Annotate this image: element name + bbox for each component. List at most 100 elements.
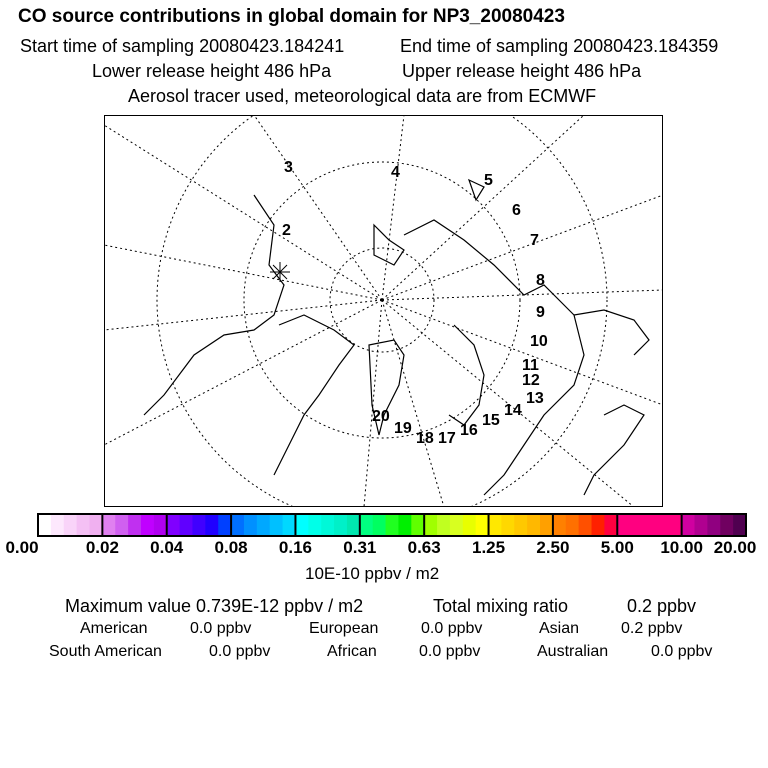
region-african-value: 0.0 ppbv	[419, 643, 481, 660]
colorbar-swatch	[733, 514, 747, 536]
trajectory-label: 15	[482, 412, 500, 429]
colorbar-swatch	[707, 514, 721, 536]
trajectory-label: 19	[394, 420, 412, 437]
colorbar-swatch	[643, 514, 657, 536]
colorbar-tick-label: 0.08	[214, 538, 248, 557]
colorbar-swatch	[604, 514, 618, 536]
region-european: European	[309, 620, 379, 637]
region-asian-value: 0.2 ppbv	[621, 620, 683, 637]
trajectory-label: 13	[526, 390, 544, 407]
colorbar-swatch	[411, 514, 425, 536]
trajectory-label: 17	[438, 430, 456, 447]
colorbar-swatch	[694, 514, 708, 536]
colorbar-swatch	[501, 514, 515, 536]
colorbar-swatch	[256, 514, 271, 536]
colorbar-swatch	[681, 514, 696, 536]
trajectory-label: 3	[284, 159, 293, 176]
colorbar-swatch	[243, 514, 258, 536]
trajectory-label: 8	[536, 272, 545, 289]
colorbar-swatch	[205, 514, 219, 536]
trajectory-label: 16	[460, 422, 478, 439]
start-time: Start time of sampling 20080423.184241	[20, 36, 345, 56]
region-african: African	[327, 643, 377, 660]
colorbar-swatch	[346, 514, 361, 536]
colorbar-tick-label: 0.04	[150, 538, 184, 557]
colorbar-swatch	[102, 514, 116, 536]
colorbar-swatch	[475, 514, 490, 536]
colorbar-swatch	[38, 514, 52, 536]
colorbar-swatch	[76, 514, 90, 536]
colorbar-swatch	[179, 514, 193, 536]
trajectory-label: 11	[522, 357, 539, 374]
colorbar-swatch	[385, 514, 399, 536]
end-time: End time of sampling 20080423.184359	[400, 36, 719, 56]
colorbar-swatch	[437, 514, 451, 536]
colorbar-swatch	[514, 514, 528, 536]
colorbar-swatch	[231, 514, 245, 536]
colorbar-swatch	[398, 514, 412, 536]
coastlines	[143, 178, 650, 496]
release-site-marker	[270, 262, 290, 282]
region-australian-value: 0.0 ppbv	[651, 643, 713, 660]
colorbar-swatch	[462, 514, 477, 536]
colorbar-swatch	[218, 514, 232, 536]
region-australian: Australian	[537, 643, 609, 660]
colorbar-swatch	[140, 514, 155, 536]
region-european-value: 0.0 ppbv	[421, 620, 483, 637]
tracer-info: Aerosol tracer used, meteorological data…	[128, 86, 597, 106]
colorbar-swatch	[282, 514, 296, 536]
trajectory-label: 20	[372, 408, 390, 425]
trajectory-label: 2	[282, 222, 291, 239]
colorbar-swatch	[321, 514, 335, 536]
colorbar-swatch	[334, 514, 348, 536]
colorbar-swatch	[617, 514, 631, 536]
colorbar-swatch	[449, 514, 464, 536]
region-american: American	[80, 620, 148, 637]
trajectory-label: 12	[522, 372, 540, 389]
colorbar-swatch	[115, 514, 129, 536]
colorbar-swatch	[50, 514, 65, 536]
colorbar-swatch	[128, 514, 142, 536]
colorbar-tick-label: 1.25	[471, 538, 506, 557]
colorbar-swatch	[630, 514, 644, 536]
colorbar-tick-label: 0.16	[278, 538, 312, 557]
colorbar-swatch	[153, 514, 168, 536]
colorbar-tick-label: 0.00	[5, 538, 39, 557]
colorbar-tick-label: 0.31	[343, 538, 377, 557]
trajectory-label: 6	[512, 202, 521, 219]
colorbar-tick-label: 20.00	[713, 538, 757, 557]
colorbar-swatch	[424, 514, 438, 536]
colorbar-swatch	[540, 514, 554, 536]
colorbar-swatch	[63, 514, 78, 536]
colorbar-tick-label: 10.00	[660, 538, 703, 557]
total-label: Total mixing ratio	[433, 596, 569, 616]
colorbar-tick-label: 0.63	[407, 538, 441, 557]
colorbar-swatch	[565, 514, 580, 536]
colorbar	[37, 513, 747, 537]
colorbar-swatch	[488, 514, 502, 536]
grid-lines	[104, 115, 663, 507]
colorbar-swatch	[552, 514, 567, 536]
trajectory-label: 10	[530, 333, 548, 350]
colorbar-swatch	[269, 514, 284, 536]
colorbar-swatch	[591, 514, 605, 536]
colorbar-swatch	[655, 514, 670, 536]
colorbar-swatch	[578, 514, 593, 536]
colorbar-unit: 10E-10 ppbv / m2	[305, 564, 440, 583]
lower-height: Lower release height 486 hPa	[92, 61, 332, 81]
colorbar-swatch	[295, 514, 309, 536]
total-value: 0.2 ppbv	[627, 596, 697, 616]
region-south-american: South American	[49, 643, 162, 660]
upper-height: Upper release height 486 hPa	[402, 61, 642, 81]
colorbar-swatch	[192, 514, 206, 536]
colorbar-swatch	[372, 514, 387, 536]
colorbar-swatch	[89, 514, 103, 536]
trajectory-label: 14	[504, 402, 522, 419]
region-american-value: 0.0 ppbv	[190, 620, 252, 637]
colorbar-tick-label: 2.50	[536, 538, 570, 557]
trajectory-label: 4	[391, 164, 400, 181]
region-south-american-value: 0.0 ppbv	[209, 643, 271, 660]
trajectory-label: 7	[530, 232, 539, 249]
colorbar-swatch	[166, 514, 181, 536]
colorbar-tick-label: 0.02	[85, 538, 119, 557]
